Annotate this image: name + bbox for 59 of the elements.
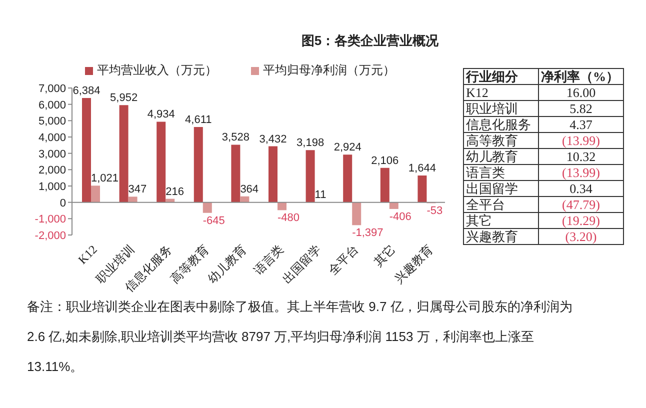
y-tick-label: 5,000 [38,116,66,128]
legend-label: 平均营业收入（万元） [97,62,217,79]
data-label: (13.99) [538,132,624,148]
y-tick-label: -2,000 [34,230,66,242]
y-tick-label: 1,000 [38,181,66,193]
data-label: 3,528 [222,132,250,144]
data-label: -1,397 [352,227,384,240]
legend-label: 平均归母净利润（万元） [263,62,395,79]
data-label: 10.32 [538,148,624,164]
category-label: K12 [464,84,538,100]
y-tick-label: 6,000 [38,99,66,112]
category-label: 信息化服务 [464,116,538,132]
data-label: (13.99) [538,164,624,180]
category-label: 幼儿教育 [464,148,538,164]
data-label: -406 [389,210,412,223]
category-label: 语言类 [464,164,538,180]
x-tick-label: 其它 [371,242,398,270]
data-label: -53 [426,205,443,218]
data-label: 364 [240,183,259,196]
data-label: -480 [278,212,300,224]
y-tick-label: 0 [60,197,66,210]
y-tick-label: 4,000 [38,132,66,144]
data-label: (3.20) [538,228,624,244]
data-label: 4.37 [538,116,624,132]
category-label: 高等教育 [464,132,538,148]
data-label: 16.00 [538,84,624,100]
data-label: (19.29) [538,212,624,228]
category-label: 全平台 [464,196,538,212]
data-label: 1,021 [91,172,119,185]
category-label: 兴趣教育 [464,228,538,244]
y-tick-label: 7,000 [38,83,66,95]
category-label: 其它 [464,212,538,228]
text: 净利率（%） [538,68,624,84]
data-label: 4,934 [147,108,175,121]
y-tick-label: 3,000 [38,148,66,160]
category-label: 出国留学 [464,180,538,196]
data-label: 5.82 [538,100,624,116]
data-label: 3,432 [259,133,287,146]
text: 行业细分 [464,68,538,84]
data-label: 347 [128,184,147,196]
chart-title: 图5：各类企业营业概况 [300,32,440,50]
data-label: -645 [202,214,225,227]
y-tick-label: -1,000 [34,214,66,226]
data-label: (47.79) [538,196,624,212]
data-label: 6,384 [72,85,100,98]
data-label: 5,952 [110,92,138,104]
data-label: 4,611 [185,114,212,126]
data-label: 0.34 [538,180,624,196]
x-tick-label: 全平台 [326,242,361,278]
data-label: 3,198 [296,137,324,150]
data-label: 2,106 [371,154,399,167]
y-tick-label: 2,000 [38,164,66,177]
data-label: 11 [314,189,326,202]
data-label: 2,924 [334,142,362,154]
data-label: 1,644 [408,162,436,174]
x-tick-label: K12 [75,242,100,267]
data-label: 216 [166,186,184,198]
text: 备注：职业培训类企业在图表中剔除了极值。其上半年营收 9.7 亿，归属母公司股东的净利润为 2.6 亿,如未剔除,职业培训类平均营收 8797 万,平均归母净利润 1153 万，利润率也上涨至 13.11%。 [27,299,572,374]
category-label: 职业培训 [464,100,538,116]
